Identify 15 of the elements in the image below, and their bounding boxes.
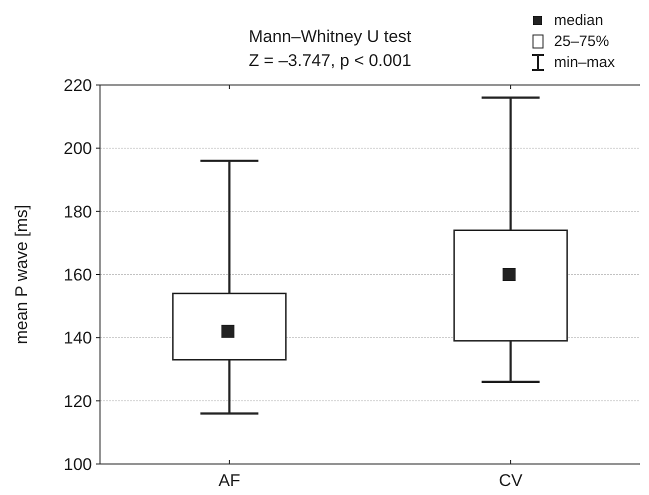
chart-title: Mann–Whitney U test — [248, 27, 412, 46]
y-tick-label: 180 — [64, 202, 92, 222]
x-tick-label: CV — [498, 471, 524, 490]
y-tick-label: 120 — [64, 392, 92, 411]
text: min–max — [554, 54, 616, 71]
y-axis-title: mean P wave [ms] — [12, 204, 31, 344]
chart-subtitle: Z = –3.747, p < 0.001 — [248, 51, 412, 70]
text: 25–75% — [554, 33, 610, 50]
y-tick-label: 140 — [64, 328, 92, 348]
y-tick-label: 200 — [64, 139, 92, 158]
y-tick-label: 220 — [64, 76, 92, 95]
y-tick-label: 100 — [64, 454, 92, 474]
y-tick-label: 160 — [64, 265, 92, 284]
x-tick-label: AF — [218, 471, 240, 490]
text: median — [554, 12, 604, 29]
